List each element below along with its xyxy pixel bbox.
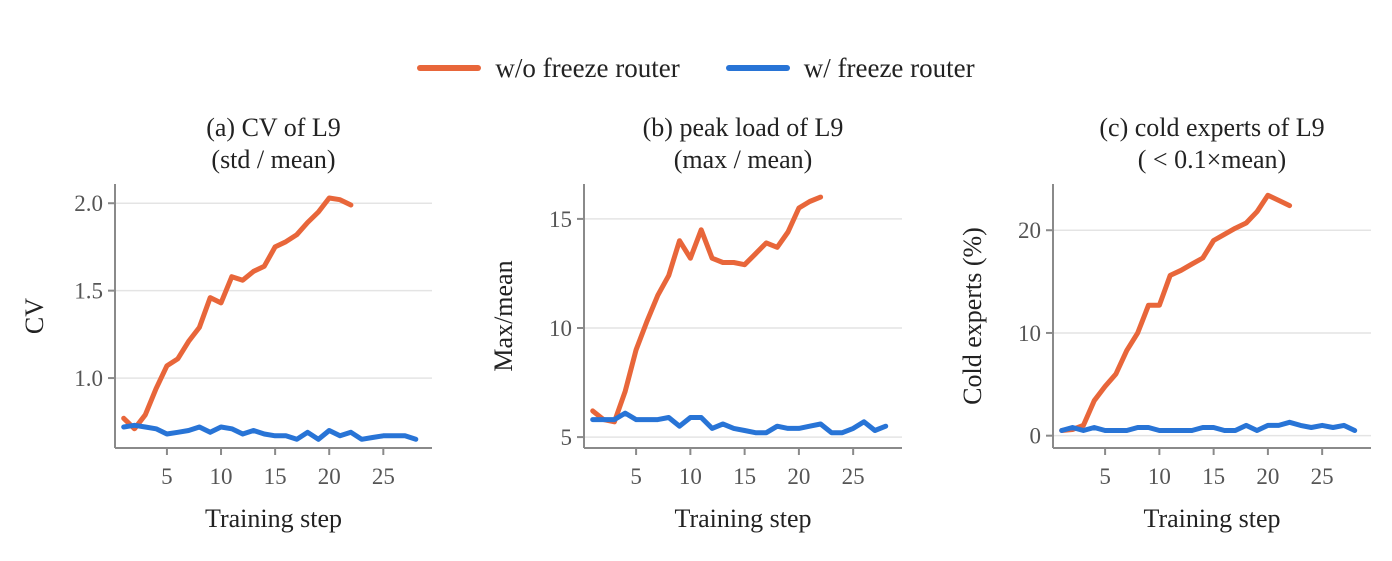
legend-item-w-freeze: w/ freeze router — [725, 52, 975, 84]
x-axis-label-3: Training step — [1144, 504, 1281, 533]
legend: w/o freeze router w/ freeze router — [0, 44, 1392, 92]
x-tick-label-2-4: 25 — [842, 464, 865, 489]
x-axis-label-1: Training step — [205, 504, 342, 533]
x-tick-label-2-2: 15 — [733, 464, 756, 489]
series-line-2-wo-freeze — [590, 194, 824, 425]
x-tick-label-1-1: 10 — [210, 464, 233, 489]
y-tick-label-3-1: 10 — [1018, 321, 1041, 346]
series-line-2-w-freeze — [590, 410, 889, 436]
y-axis-label-3: Cold experts (%) — [958, 227, 987, 405]
y-tick-label-2-2: 15 — [549, 207, 572, 232]
y-tick-label-1-1: 1.5 — [74, 279, 103, 304]
x-tick-label-2-0: 5 — [630, 464, 642, 489]
series-line-3-w-freeze — [1059, 419, 1358, 433]
x-tick-label-3-2: 15 — [1202, 464, 1225, 489]
x-tick-label-2-1: 10 — [679, 464, 702, 489]
y-tick-label-3-2: 20 — [1018, 218, 1041, 243]
legend-label-wo-freeze: w/o freeze router — [495, 52, 680, 83]
series-line-3-wo-freeze — [1059, 192, 1293, 433]
chart-panel-3: 0 10 20 5 10 15 20 25 (c) cold experts of L9 ( < … — [958, 113, 1371, 533]
y-tick-label-1-2: 2.0 — [74, 191, 103, 216]
y-tick-label-2-1: 10 — [549, 316, 572, 341]
x-tick-label-3-4: 25 — [1311, 464, 1334, 489]
legend-swatch-wo-freeze — [417, 65, 482, 71]
series-line-1-w-freeze — [121, 422, 419, 442]
x-tick-label-2-3: 20 — [787, 464, 810, 489]
legend-swatch-w-freeze — [725, 65, 790, 71]
x-tick-label-1-3: 20 — [318, 464, 341, 489]
chart-title-2: (b) peak load of L9 — [643, 113, 844, 142]
x-tick-label-3-1: 10 — [1148, 464, 1171, 489]
chart-panel-1: 1.0 1.5 2.0 5 10 15 20 25 (a) CV of L9 (std / mea… — [20, 113, 432, 533]
series-line-1-wo-freeze — [121, 195, 354, 432]
x-tick-label-1-0: 5 — [161, 464, 173, 489]
chart-title-3: (c) cold experts of L9 — [1099, 113, 1324, 142]
chart-subtitle-1: (std / mean) — [211, 145, 335, 174]
x-tick-label-3-0: 5 — [1099, 464, 1111, 489]
y-tick-label-2-0: 5 — [561, 425, 573, 450]
y-tick-label-3-0: 0 — [1030, 424, 1042, 449]
y-tick-label-1-0: 1.0 — [74, 366, 103, 391]
y-axis-label-2: Max/mean — [489, 260, 518, 371]
chart-title-1: (a) CV of L9 — [206, 113, 341, 142]
x-tick-label-1-2: 15 — [264, 464, 287, 489]
chart-subtitle-3: ( < 0.1×mean) — [1138, 145, 1286, 174]
x-axis-label-2: Training step — [675, 504, 812, 533]
legend-item-wo-freeze: w/o freeze router — [417, 52, 680, 84]
legend-label-w-freeze: w/ freeze router — [803, 52, 975, 83]
x-tick-label-3-3: 20 — [1256, 464, 1279, 489]
chart-panel-2: 5 10 15 5 10 15 20 25 (b) peak load of L9 (max / … — [489, 113, 902, 533]
y-axis-label-1: CV — [20, 298, 49, 334]
x-tick-label-1-4: 25 — [372, 464, 395, 489]
chart-subtitle-2: (max / mean) — [674, 145, 813, 174]
